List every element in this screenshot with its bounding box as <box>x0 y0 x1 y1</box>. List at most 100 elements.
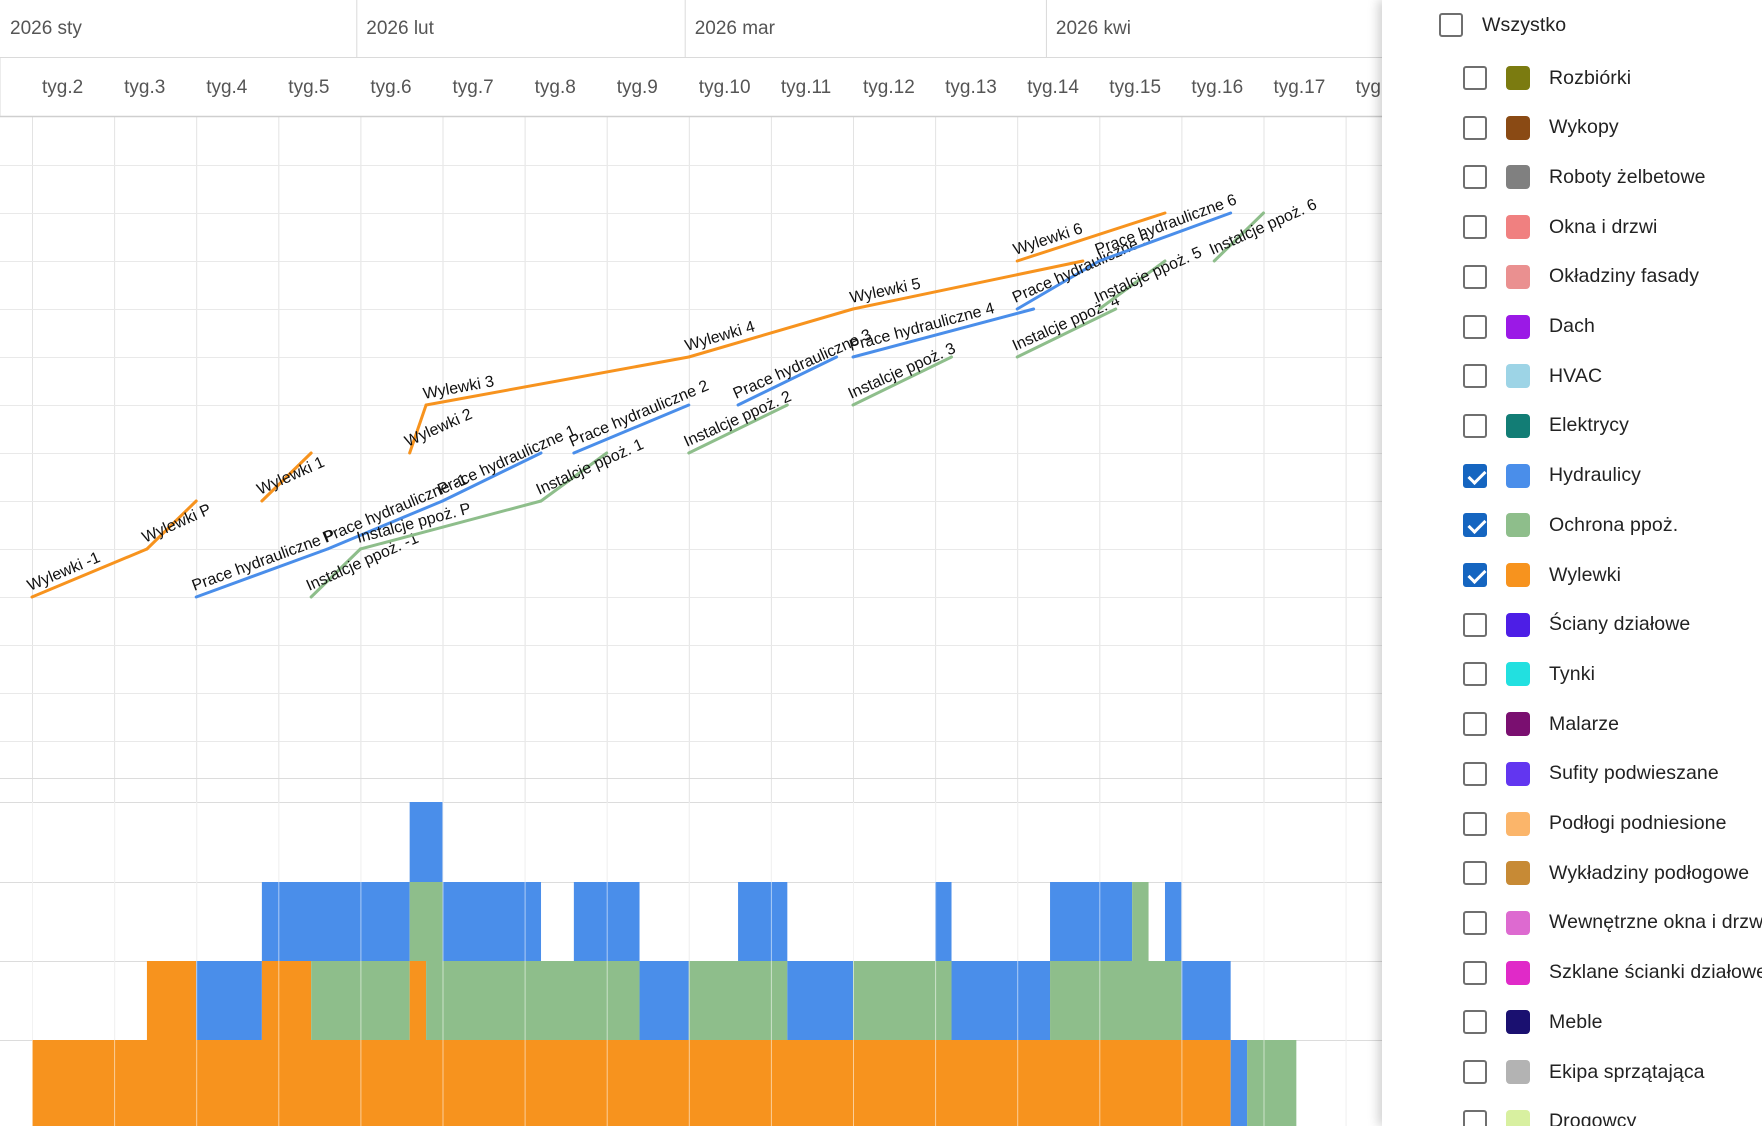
histogram-bar[interactable] <box>639 961 689 1040</box>
category-checkbox[interactable] <box>1463 910 1487 935</box>
task-line[interactable] <box>358 499 543 551</box>
category-checkbox[interactable] <box>1463 364 1487 389</box>
task-line[interactable] <box>736 355 839 407</box>
histogram-bar[interactable] <box>688 961 788 1040</box>
histogram-bar[interactable] <box>738 882 788 961</box>
category-checkbox[interactable] <box>1463 463 1487 488</box>
histogram-bar[interactable] <box>1132 882 1149 961</box>
task-line[interactable] <box>687 403 789 455</box>
histogram-bar[interactable] <box>409 882 443 961</box>
filter-row-category[interactable]: Wylewki <box>1382 555 1621 595</box>
task-line[interactable] <box>851 307 1036 359</box>
gantt-chart-area[interactable]: 2026 sty 2026 lut 2026 mar 2026 kwi tyg.2 tyg… <box>0 0 1382 1126</box>
task-label[interactable]: Wylewki 6 <box>1011 220 1085 258</box>
filter-row-category[interactable]: Wykładziny podłogowe <box>1382 853 1749 893</box>
category-checkbox[interactable] <box>1463 811 1487 836</box>
filter-row-category[interactable]: HVAC <box>1382 356 1602 396</box>
task-line[interactable] <box>424 355 691 407</box>
category-checkbox[interactable] <box>1463 662 1487 687</box>
task-line[interactable] <box>260 451 313 503</box>
filter-row-category[interactable]: Ściany działowe <box>1382 605 1690 645</box>
task-line[interactable] <box>687 307 855 359</box>
task-label[interactable]: Prace hydrauliczne 4 <box>848 300 997 355</box>
histogram-bar[interactable] <box>573 882 640 961</box>
task-line[interactable] <box>145 499 198 551</box>
category-checkbox[interactable] <box>1463 612 1487 637</box>
histogram-bar[interactable] <box>1164 882 1182 961</box>
task-line[interactable] <box>408 403 428 455</box>
filter-all-row[interactable]: Wszystko <box>1382 5 1566 45</box>
filter-row-category[interactable]: Wewnętrzne okna i drzwi <box>1382 903 1762 943</box>
task-line[interactable] <box>851 355 954 407</box>
histogram-bar[interactable] <box>935 882 952 961</box>
filter-row-category[interactable]: Roboty żelbetowe <box>1382 157 1706 197</box>
task-label[interactable]: Wylewki 2 <box>402 406 475 451</box>
histogram-bar[interactable] <box>853 961 952 1040</box>
filter-row-category[interactable]: Rozbiórki <box>1382 58 1631 98</box>
histogram-bar[interactable] <box>951 961 1051 1040</box>
filter-row-category[interactable]: Wykopy <box>1382 108 1619 148</box>
task-line[interactable] <box>194 547 330 599</box>
category-checkbox[interactable] <box>1463 712 1487 737</box>
histogram-bar[interactable] <box>196 961 262 1040</box>
category-checkbox[interactable] <box>1463 115 1487 140</box>
category-checkbox[interactable] <box>1463 563 1487 587</box>
category-checkbox[interactable] <box>1463 66 1487 90</box>
filter-row-category[interactable]: Elektrycy <box>1382 406 1629 446</box>
task-line[interactable] <box>1097 211 1233 263</box>
filter-row-category[interactable]: Okładziny fasady <box>1382 257 1699 297</box>
filter-row-category[interactable]: Hydraulicy <box>1382 456 1641 496</box>
task-line[interactable] <box>441 451 543 503</box>
category-checkbox[interactable] <box>1463 215 1487 240</box>
task-line[interactable] <box>1015 307 1118 359</box>
histogram-bar[interactable] <box>409 961 427 1040</box>
histogram-bar[interactable] <box>1050 882 1133 961</box>
task-line[interactable] <box>1097 259 1167 311</box>
category-checkbox[interactable] <box>1463 1109 1487 1126</box>
task-line[interactable] <box>309 547 362 599</box>
select-all-checkbox[interactable] <box>1439 13 1463 37</box>
histogram-bar[interactable] <box>1050 961 1182 1040</box>
category-checkbox[interactable] <box>1463 1060 1487 1084</box>
category-checkbox[interactable] <box>1463 165 1487 190</box>
histogram-bar[interactable] <box>261 882 410 961</box>
filter-row-category[interactable]: Ochrona ppoż. <box>1382 505 1678 545</box>
task-line[interactable] <box>572 403 691 455</box>
category-checkbox[interactable] <box>1463 960 1487 985</box>
filter-row-category[interactable]: Szklane ścianki działowe <box>1382 953 1762 993</box>
filter-row-category[interactable]: Podłogi podniesione <box>1382 804 1727 844</box>
task-line[interactable] <box>326 499 444 551</box>
category-checkbox[interactable] <box>1463 513 1487 538</box>
task-line[interactable] <box>1015 211 1167 263</box>
histogram-bar[interactable] <box>1181 961 1231 1040</box>
task-line[interactable] <box>539 451 609 503</box>
histogram-bar[interactable] <box>442 882 542 961</box>
category-checkbox[interactable] <box>1463 413 1487 438</box>
histogram-bar[interactable] <box>146 961 197 1040</box>
gantt-chart[interactable]: 2026 sty 2026 lut 2026 mar 2026 kwi tyg.2 tyg… <box>0 0 1382 1126</box>
category-checkbox[interactable] <box>1463 861 1487 886</box>
category-checkbox[interactable] <box>1463 1010 1487 1035</box>
histogram-bar[interactable] <box>261 961 312 1040</box>
task-line[interactable] <box>30 547 149 599</box>
histogram-bar[interactable] <box>409 802 443 882</box>
histogram-bar[interactable] <box>32 1040 1231 1126</box>
task-line[interactable] <box>1015 259 1101 311</box>
filter-row-category[interactable]: Okna i drzwi <box>1382 207 1657 247</box>
histogram-bar[interactable] <box>787 961 853 1040</box>
category-checkbox[interactable] <box>1463 264 1487 289</box>
task-line[interactable] <box>1212 211 1265 263</box>
filter-row-category[interactable]: Tynki <box>1382 654 1595 694</box>
task-label[interactable]: Wylewki 1 <box>255 454 328 499</box>
filter-row-category[interactable]: Dach <box>1382 307 1595 347</box>
task-line[interactable] <box>851 259 1085 311</box>
category-checkbox[interactable] <box>1463 761 1487 786</box>
histogram-bar[interactable] <box>1230 1040 1248 1126</box>
filter-row-category[interactable]: Sufity podwieszane <box>1382 754 1719 794</box>
histogram-bar[interactable] <box>426 961 640 1040</box>
filter-row-category[interactable]: Meble <box>1382 1002 1603 1042</box>
histogram-bar[interactable] <box>1247 1040 1297 1126</box>
task-label[interactable]: Wylewki P <box>140 501 214 546</box>
filter-row-category[interactable]: Ekipa sprzątająca <box>1382 1052 1705 1092</box>
filter-row-category[interactable]: Malarze <box>1382 704 1619 744</box>
